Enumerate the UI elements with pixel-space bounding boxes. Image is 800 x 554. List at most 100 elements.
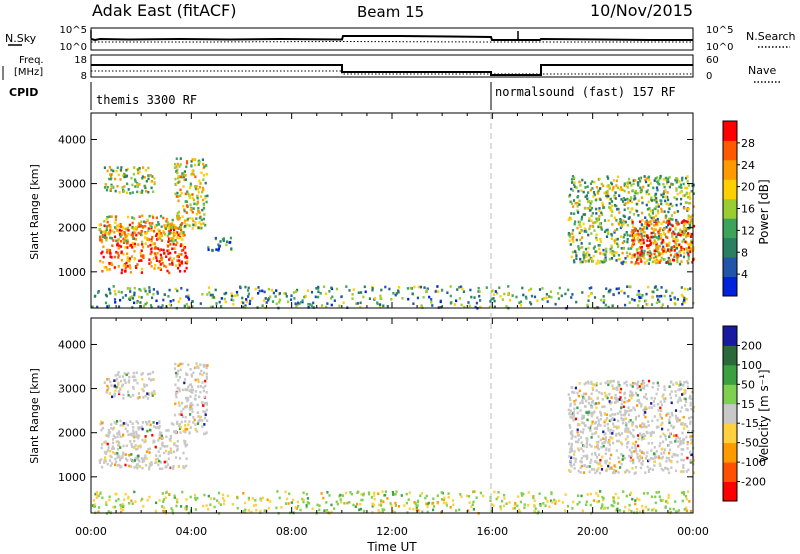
range-cell <box>413 501 416 504</box>
range-cell <box>642 432 645 436</box>
range-cell <box>214 288 217 292</box>
range-cell <box>597 447 600 451</box>
range-cell <box>616 237 619 241</box>
range-cell <box>126 287 129 290</box>
range-cell <box>633 227 636 230</box>
range-cell <box>612 504 615 508</box>
range-cell <box>180 420 183 424</box>
range-cell <box>390 298 393 301</box>
range-cell <box>656 425 659 429</box>
range-cell <box>205 366 208 370</box>
range-cell <box>649 431 652 435</box>
range-cell <box>585 465 588 468</box>
range-cell <box>182 248 185 252</box>
range-cell <box>301 300 304 304</box>
range-cell <box>690 232 693 236</box>
range-cell <box>588 395 591 399</box>
range-cell <box>665 261 668 264</box>
range-cell <box>676 258 679 262</box>
range-cell <box>591 399 595 403</box>
range-cell <box>599 240 602 243</box>
range-cell <box>137 392 140 395</box>
range-cell <box>639 229 642 232</box>
range-cell <box>687 468 690 472</box>
range-cell <box>671 224 674 228</box>
range-cell <box>125 457 128 461</box>
range-cell <box>267 287 270 291</box>
range-cell <box>578 500 581 504</box>
range-cell <box>106 248 109 252</box>
range-cell <box>680 406 683 409</box>
range-cell <box>150 306 153 309</box>
range-cell <box>675 218 678 222</box>
range-cell <box>624 202 627 205</box>
range-cell <box>213 505 216 509</box>
range-cell <box>645 192 648 195</box>
range-cell <box>204 410 207 414</box>
range-cell <box>195 212 198 216</box>
range-cell <box>137 231 140 235</box>
range-cell <box>210 497 213 500</box>
range-cell <box>603 230 607 234</box>
range-cell <box>675 419 679 423</box>
range-cell <box>685 201 688 204</box>
range-cell <box>377 492 380 495</box>
range-cell <box>630 454 633 458</box>
range-cell <box>443 496 446 500</box>
range-cell <box>394 493 397 496</box>
range-cell <box>633 408 636 412</box>
range-cell <box>652 235 655 239</box>
range-cell <box>120 384 124 388</box>
range-cell <box>662 245 665 249</box>
range-cell <box>168 237 171 241</box>
range-cell <box>247 498 251 501</box>
range-cell <box>160 431 163 435</box>
range-cell <box>320 492 323 495</box>
range-cell <box>236 293 239 297</box>
range-cell <box>99 492 102 495</box>
range-cell <box>134 185 137 188</box>
range-cell <box>370 496 373 499</box>
range-cell <box>116 451 119 455</box>
range-cell <box>392 510 395 513</box>
range-cell <box>677 509 680 512</box>
range-cell <box>576 440 579 444</box>
range-cell <box>178 216 181 220</box>
range-cell <box>168 438 171 441</box>
range-cell <box>597 423 600 427</box>
range-cell <box>644 505 648 509</box>
range-cell <box>634 391 638 395</box>
range-cell <box>198 160 201 164</box>
range-cell <box>155 216 158 220</box>
range-cell <box>602 444 605 448</box>
range-cell <box>131 297 135 300</box>
range-cell <box>619 466 622 469</box>
range-cell <box>574 220 577 223</box>
range-cell <box>244 511 247 514</box>
range-cell <box>573 185 576 189</box>
range-cell <box>146 498 149 502</box>
range-cell <box>330 503 333 507</box>
range-cell <box>425 288 428 292</box>
range-cell <box>610 504 613 507</box>
range-cell <box>183 221 186 225</box>
range-cell <box>126 226 129 230</box>
range-cell <box>272 291 275 295</box>
range-cell <box>615 469 618 473</box>
range-cell <box>646 223 649 226</box>
range-cell <box>482 494 485 498</box>
range-cell <box>517 495 520 498</box>
range-cell <box>576 205 579 208</box>
range-cell <box>607 383 610 387</box>
range-cell <box>574 457 577 461</box>
range-cell <box>630 208 633 211</box>
range-cell <box>111 438 115 441</box>
range-cell <box>113 384 116 388</box>
range-cell <box>122 252 125 256</box>
range-cell <box>236 506 239 510</box>
range-cell <box>202 363 205 367</box>
range-cell <box>685 176 688 180</box>
range-cell <box>276 490 279 493</box>
range-cell <box>175 243 178 247</box>
range-cell <box>683 427 686 430</box>
